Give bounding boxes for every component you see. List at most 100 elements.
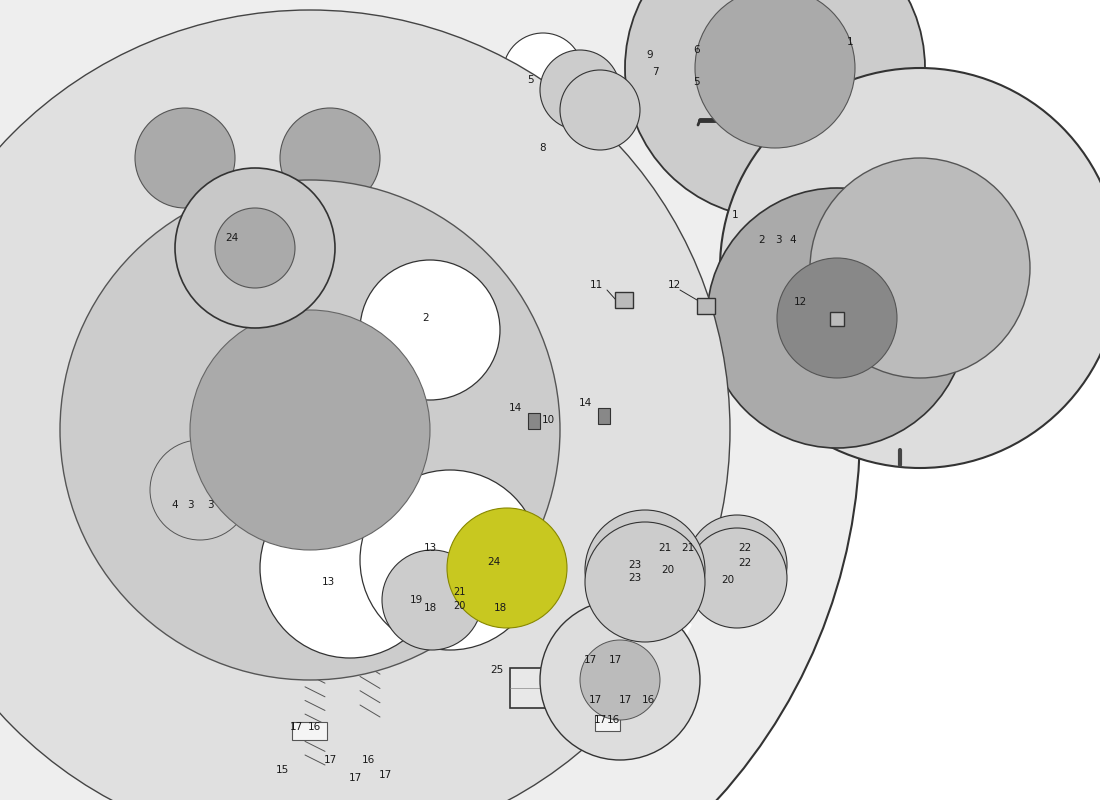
Circle shape — [585, 510, 705, 630]
Bar — [855, 285, 984, 450]
Text: 14: 14 — [579, 398, 592, 408]
Text: 5: 5 — [694, 77, 701, 87]
Text: 3: 3 — [774, 235, 781, 245]
Circle shape — [360, 260, 500, 400]
Text: 1: 1 — [847, 37, 854, 47]
Text: 8: 8 — [540, 143, 547, 153]
Text: 13: 13 — [321, 577, 334, 587]
Text: 17: 17 — [593, 715, 606, 725]
Circle shape — [447, 508, 566, 628]
Circle shape — [100, 390, 300, 590]
Circle shape — [580, 640, 660, 720]
Circle shape — [135, 108, 235, 208]
Polygon shape — [195, 215, 345, 272]
Bar — [830, 312, 844, 326]
Text: 23: 23 — [628, 560, 641, 570]
Circle shape — [190, 310, 430, 550]
Bar — [595, 715, 620, 731]
Bar — [528, 413, 540, 429]
Text: 9: 9 — [647, 50, 653, 60]
Text: 17: 17 — [608, 655, 622, 665]
Text: 16: 16 — [362, 755, 375, 765]
Text: a passion for parts since 1985: a passion for parts since 1985 — [50, 490, 494, 610]
Text: 19: 19 — [409, 595, 422, 605]
Polygon shape — [565, 70, 620, 130]
Text: 6: 6 — [694, 45, 701, 55]
Circle shape — [214, 208, 295, 288]
Circle shape — [150, 440, 250, 540]
Text: 17: 17 — [583, 655, 596, 665]
Bar — [700, 30, 855, 222]
Text: 25: 25 — [491, 665, 504, 675]
Bar — [598, 408, 611, 424]
Text: 22: 22 — [738, 558, 751, 568]
Circle shape — [260, 478, 440, 658]
Circle shape — [810, 158, 1030, 378]
Text: 10: 10 — [541, 415, 554, 425]
Text: 16: 16 — [606, 715, 619, 725]
Circle shape — [707, 188, 967, 448]
Text: 13: 13 — [424, 543, 437, 553]
Circle shape — [120, 430, 240, 550]
Text: 15: 15 — [275, 765, 288, 775]
Text: 17: 17 — [618, 695, 631, 705]
Text: euro: euro — [80, 379, 455, 521]
Text: 2: 2 — [422, 313, 429, 323]
Bar — [130, 30, 378, 225]
Circle shape — [503, 93, 583, 173]
Circle shape — [360, 470, 540, 650]
Text: 17: 17 — [588, 695, 602, 705]
Bar — [455, 585, 505, 625]
Bar — [720, 85, 830, 175]
Circle shape — [503, 33, 583, 113]
Text: 4: 4 — [172, 500, 178, 510]
Bar — [455, 585, 505, 625]
Bar — [292, 722, 327, 740]
Text: 20: 20 — [453, 601, 465, 611]
Text: 18: 18 — [494, 603, 507, 613]
Bar — [700, 30, 855, 165]
Circle shape — [230, 58, 430, 258]
Text: 3: 3 — [187, 500, 194, 510]
Text: 12: 12 — [668, 280, 681, 290]
Bar — [697, 298, 715, 314]
Circle shape — [585, 522, 705, 642]
Bar — [530, 30, 695, 222]
Circle shape — [0, 0, 860, 800]
Circle shape — [175, 168, 336, 328]
Text: 14: 14 — [508, 403, 521, 413]
Text: 17: 17 — [378, 770, 392, 780]
Circle shape — [382, 550, 482, 650]
Circle shape — [85, 58, 285, 258]
Text: 5: 5 — [527, 75, 534, 85]
Text: 20: 20 — [661, 565, 674, 575]
Circle shape — [540, 50, 620, 130]
Circle shape — [560, 70, 640, 150]
Text: 20: 20 — [722, 575, 735, 585]
Circle shape — [695, 0, 855, 148]
Text: 21: 21 — [681, 543, 694, 553]
Text: 21: 21 — [659, 543, 672, 553]
Polygon shape — [226, 215, 315, 268]
Circle shape — [688, 515, 786, 615]
Circle shape — [540, 600, 700, 760]
Text: 18: 18 — [424, 603, 437, 613]
Text: 16: 16 — [307, 722, 320, 732]
Text: 17: 17 — [323, 755, 337, 765]
Bar — [495, 607, 515, 619]
Text: 21: 21 — [453, 587, 465, 597]
Bar — [750, 175, 770, 187]
Text: 23: 23 — [628, 573, 641, 583]
Text: 24: 24 — [487, 557, 500, 567]
Text: 17: 17 — [349, 773, 362, 783]
Circle shape — [625, 0, 925, 218]
Text: 1: 1 — [732, 210, 738, 220]
Circle shape — [0, 10, 730, 800]
Text: 24: 24 — [226, 233, 239, 243]
Text: 7: 7 — [651, 67, 658, 77]
Text: 3: 3 — [207, 500, 213, 510]
Bar — [495, 590, 515, 602]
Circle shape — [60, 180, 560, 680]
Text: 16: 16 — [641, 695, 654, 705]
Text: 11: 11 — [590, 280, 603, 290]
